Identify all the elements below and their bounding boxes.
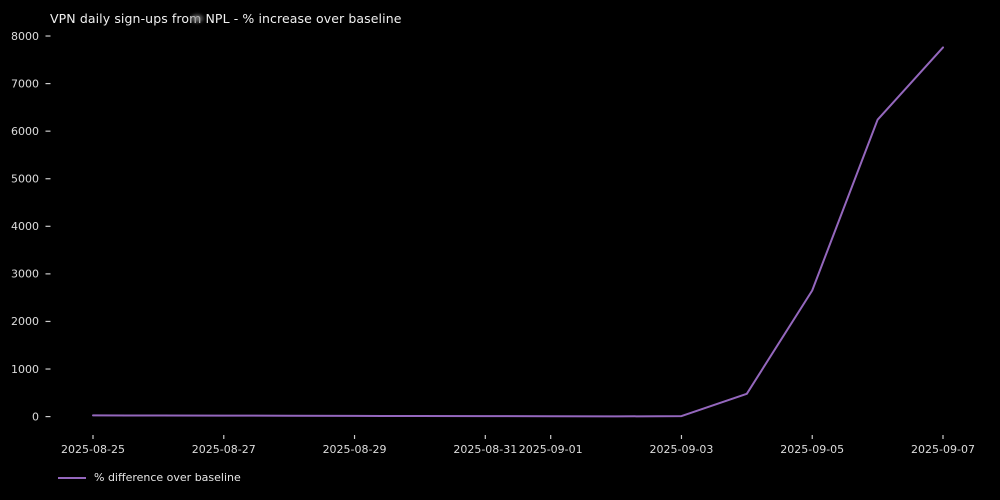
y-tick-label: 5000 [11,173,39,186]
legend: % difference over baseline [58,471,241,484]
y-tick-label: 6000 [11,125,39,138]
x-tick-label: 2025-09-01 [519,443,583,456]
y-tick-label: 7000 [11,77,39,90]
x-tick-label: 2025-09-07 [911,443,975,456]
x-tick-label: 2025-09-03 [649,443,713,456]
chart-title: VPN daily sign-ups from NPL - % increase… [50,11,402,26]
y-tick-label: 0 [32,410,39,423]
y-tick-label: 8000 [11,30,39,43]
legend-line-swatch [58,476,86,479]
y-tick-label: 4000 [11,220,39,233]
data-line-series [92,46,944,418]
y-tick-label: 1000 [11,363,39,376]
x-tick-label: 2025-08-25 [61,443,125,456]
y-tick-label: 3000 [11,268,39,281]
x-tick-label: 2025-08-31 [453,443,517,456]
y-tick-label: 2000 [11,315,39,328]
x-tick-label: 2025-08-27 [192,443,256,456]
x-tick-label: 2025-08-29 [323,443,387,456]
legend-label: % difference over baseline [94,471,241,484]
x-tick-label: 2025-09-05 [780,443,844,456]
